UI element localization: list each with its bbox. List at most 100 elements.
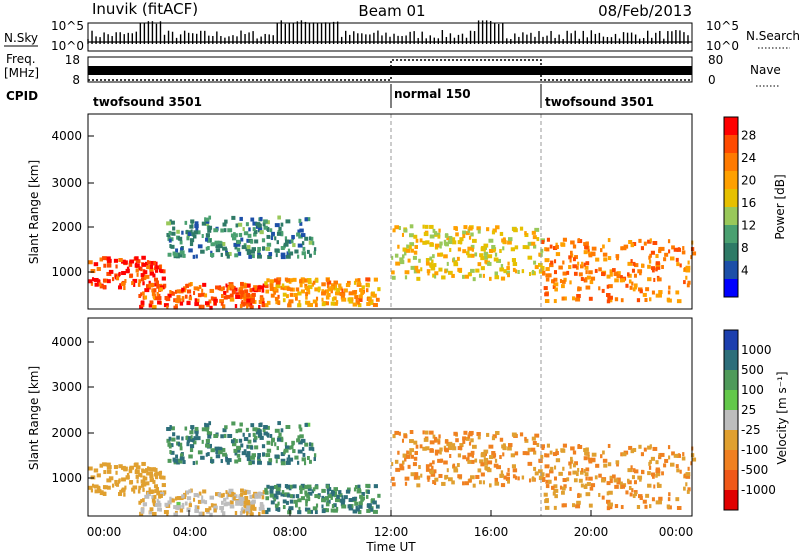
power-cell	[313, 250, 316, 255]
velocity-cell	[261, 495, 265, 500]
power-cell	[240, 237, 244, 242]
velocity-cell	[277, 421, 281, 426]
power-cell	[540, 265, 545, 270]
power-cell	[213, 228, 219, 233]
power-cell	[99, 257, 104, 262]
velocity-cell	[302, 452, 306, 457]
power-cell	[356, 300, 360, 305]
velocity-cell	[413, 475, 417, 480]
power-cell	[375, 297, 380, 302]
velocity-cell	[395, 467, 401, 472]
power-cell	[205, 246, 208, 251]
velocity-cell	[149, 471, 154, 476]
velocity-cell	[265, 496, 270, 501]
velocity-cell	[253, 438, 257, 443]
velocity-cell	[639, 477, 642, 482]
velocity-colorbar-swatch	[724, 430, 738, 451]
power-cell	[199, 304, 202, 309]
velocity-cell	[249, 512, 254, 517]
power-cell	[189, 242, 194, 247]
power-cell	[528, 271, 531, 276]
velocity-cell	[266, 484, 270, 489]
power-cell	[129, 273, 134, 278]
power-cell	[164, 295, 169, 300]
velocity-cell	[511, 464, 517, 469]
velocity-cell	[682, 452, 685, 457]
power-cell	[607, 238, 611, 243]
power-cell	[655, 267, 658, 272]
velocity-cell	[437, 458, 443, 463]
power-cell	[307, 302, 311, 307]
velocity-cell	[200, 499, 205, 504]
power-cell	[321, 291, 326, 296]
power-cell	[194, 224, 199, 229]
power-cell	[641, 263, 644, 268]
power-cell	[477, 262, 482, 267]
power-cell	[107, 258, 112, 263]
power-cell	[248, 227, 251, 232]
velocity-cell	[433, 436, 438, 441]
velocity-cell	[149, 478, 154, 483]
velocity-cell	[471, 453, 475, 458]
power-cell	[149, 271, 154, 276]
nsearch-tick-low: 10^0	[706, 39, 739, 53]
power-cell	[315, 296, 319, 301]
velocity-cell	[653, 484, 656, 489]
power-cell	[676, 247, 681, 252]
velocity-cell	[207, 452, 210, 457]
power-cell	[177, 252, 182, 257]
power-cell	[506, 266, 510, 271]
power-cell	[553, 270, 558, 275]
power-cell	[627, 261, 633, 266]
power-cell	[148, 280, 151, 285]
power-cell	[261, 303, 266, 308]
power-cell	[545, 273, 551, 278]
velocity-cell	[569, 456, 573, 461]
velocity-cell	[647, 483, 652, 488]
power-cell	[577, 238, 581, 243]
velocity-cell	[326, 487, 332, 492]
velocity-cell	[544, 499, 549, 504]
velocity-cell	[264, 487, 268, 492]
velocity-cell	[274, 428, 280, 433]
velocity-cell	[432, 460, 435, 465]
power-cell	[193, 291, 196, 296]
velocity-cell	[144, 494, 150, 499]
power-cell	[434, 274, 437, 279]
velocity-cell	[607, 462, 612, 467]
power-cell	[616, 274, 620, 279]
power-cell	[146, 285, 151, 290]
power-cell	[242, 227, 245, 232]
velocity-cell	[289, 484, 294, 489]
power-cell	[184, 220, 188, 225]
power-cell	[438, 267, 443, 272]
velocity-cell	[477, 435, 481, 440]
power-cell	[553, 282, 559, 287]
power-cell	[262, 283, 267, 288]
power-cell	[251, 292, 256, 297]
power-cell	[477, 229, 481, 234]
velocity-cell	[370, 499, 374, 504]
velocity-cell	[424, 430, 429, 435]
velocity-cell	[588, 503, 593, 508]
velocity-cell	[287, 510, 292, 515]
velocity-cell	[352, 496, 356, 501]
velocity-cell	[345, 489, 351, 494]
velocity-cell	[222, 428, 227, 433]
velocity-cell	[663, 463, 667, 468]
power-cell	[210, 250, 213, 255]
velocity-cell	[538, 476, 543, 481]
power-cell	[348, 291, 354, 296]
power-cell	[613, 272, 619, 277]
velocity-cell	[429, 440, 435, 445]
power-cell	[632, 261, 636, 266]
power-cell	[266, 234, 271, 239]
velocity-colorbar-tick: 500	[741, 363, 764, 377]
velocity-cell	[519, 432, 524, 437]
velocity-cell	[687, 487, 691, 492]
power-cell	[326, 280, 332, 285]
velocity-cell	[468, 441, 472, 446]
velocity-cell	[429, 470, 434, 475]
velocity-cell	[150, 489, 155, 494]
velocity-cell	[545, 473, 550, 478]
